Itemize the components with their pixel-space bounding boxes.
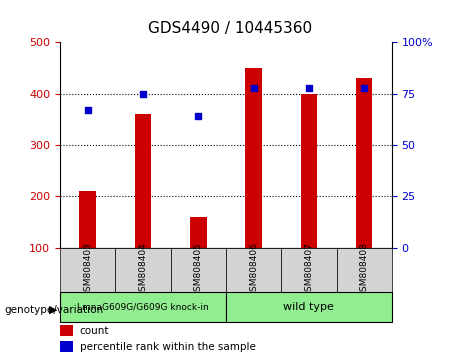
Text: count: count: [80, 326, 109, 336]
Text: GSM808404: GSM808404: [138, 242, 148, 297]
Point: [84, 107, 91, 113]
FancyBboxPatch shape: [281, 248, 337, 292]
Bar: [245, 68, 262, 248]
Point: [305, 85, 313, 91]
Bar: [301, 94, 317, 248]
Text: GDS4490 / 10445360: GDS4490 / 10445360: [148, 21, 313, 36]
FancyBboxPatch shape: [226, 248, 281, 292]
FancyBboxPatch shape: [115, 248, 171, 292]
Text: GSM808408: GSM808408: [360, 242, 369, 297]
Point: [139, 91, 147, 97]
Bar: [79, 191, 96, 248]
Text: wild type: wild type: [284, 302, 334, 312]
Text: GSM808405: GSM808405: [194, 242, 203, 297]
FancyBboxPatch shape: [60, 248, 115, 292]
Text: ▶: ▶: [49, 305, 57, 315]
Bar: [60, 325, 73, 336]
Text: LmnaG609G/G609G knock-in: LmnaG609G/G609G knock-in: [77, 303, 209, 312]
Point: [195, 114, 202, 119]
Bar: [190, 217, 207, 248]
Text: genotype/variation: genotype/variation: [5, 305, 104, 315]
FancyBboxPatch shape: [226, 292, 392, 322]
Text: percentile rank within the sample: percentile rank within the sample: [80, 342, 256, 352]
Bar: [135, 114, 151, 248]
FancyBboxPatch shape: [337, 248, 392, 292]
FancyBboxPatch shape: [171, 248, 226, 292]
Bar: [356, 79, 372, 248]
Text: GSM808407: GSM808407: [304, 242, 313, 297]
Bar: [60, 341, 73, 353]
Point: [250, 85, 257, 91]
Text: GSM808406: GSM808406: [249, 242, 258, 297]
Point: [361, 85, 368, 91]
FancyBboxPatch shape: [60, 292, 226, 322]
Text: GSM808403: GSM808403: [83, 242, 92, 297]
